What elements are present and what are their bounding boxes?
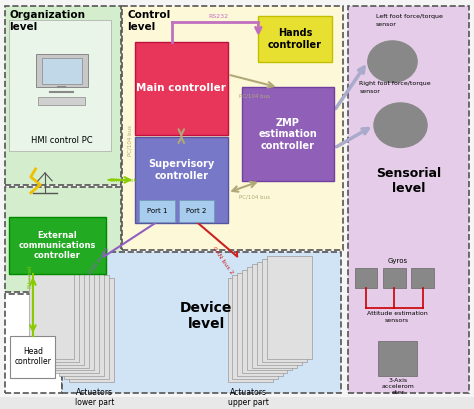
Bar [411,268,434,288]
Text: Organization
level: Organization level [9,10,85,31]
Text: sensor: sensor [359,90,380,94]
Bar [242,270,287,373]
Bar [5,6,121,185]
Bar [252,264,298,368]
Text: Main controller: Main controller [137,83,226,93]
Text: Left foot force/torque: Left foot force/torque [376,14,443,19]
Text: Port 1: Port 1 [147,208,167,214]
Bar [44,264,89,368]
Bar [135,42,228,135]
Text: CAN bus 1: CAN bus 1 [88,246,110,275]
Bar [62,252,341,393]
Bar [258,16,332,62]
Bar [247,267,292,371]
Bar [29,256,74,360]
Bar [237,273,283,376]
Text: Actuators
lower part: Actuators lower part [75,388,115,407]
Bar [9,20,111,151]
Text: Right foot force/torque: Right foot force/torque [359,81,431,86]
Text: Attitude estimation: Attitude estimation [367,311,428,316]
Text: Port 2: Port 2 [186,208,207,214]
Text: PC/104 bus: PC/104 bus [127,125,132,156]
Bar [69,278,114,382]
Bar [383,268,406,288]
Text: Supervisory
controller: Supervisory controller [148,159,214,181]
Text: PC/104 bus: PC/104 bus [239,195,270,200]
Bar [42,58,82,84]
Text: Control
level: Control level [127,10,170,31]
Bar [228,278,273,382]
Text: 3-Axis
accelerom
eter: 3-Axis accelerom eter [381,378,414,395]
Circle shape [374,103,427,148]
Text: CAN bus 2: CAN bus 2 [211,246,234,275]
Bar [355,268,377,288]
Bar [49,267,94,371]
Bar [10,336,55,378]
Bar [9,217,106,274]
Bar [39,261,84,365]
Bar [5,294,62,393]
Text: RS232: RS232 [209,14,228,19]
Bar [262,259,307,362]
Bar [378,341,417,375]
Bar [34,259,79,362]
Text: Hands
controller: Hands controller [268,28,322,49]
Bar [135,137,228,222]
Text: Ethernet: Ethernet [27,265,33,288]
Bar [36,54,88,88]
Text: Sensorial
level: Sensorial level [376,167,441,195]
Text: Head
controller: Head controller [15,347,51,366]
Text: Actuators
upper part: Actuators upper part [228,388,269,407]
Bar [232,275,277,379]
Bar [64,275,109,379]
Bar [122,6,343,250]
Bar [179,200,214,222]
Text: sensors: sensors [385,318,409,323]
Bar [38,97,85,106]
Text: Device
level: Device level [180,301,232,331]
Bar [267,256,312,360]
Bar [348,6,469,393]
Bar [242,88,334,181]
Text: PC/104 bus: PC/104 bus [239,93,270,99]
Bar [5,187,121,292]
Circle shape [368,41,417,82]
Bar [54,270,99,373]
Bar [257,261,302,365]
Bar [139,200,175,222]
Text: Ethernet: Ethernet [109,178,136,183]
Text: ZMP
estimation
controller: ZMP estimation controller [259,117,317,151]
Text: Gyros: Gyros [387,258,407,264]
Bar [59,273,104,376]
Text: sensor: sensor [376,22,397,27]
Text: HMI control PC: HMI control PC [31,136,92,145]
Text: External
communications
controller: External communications controller [18,231,96,261]
